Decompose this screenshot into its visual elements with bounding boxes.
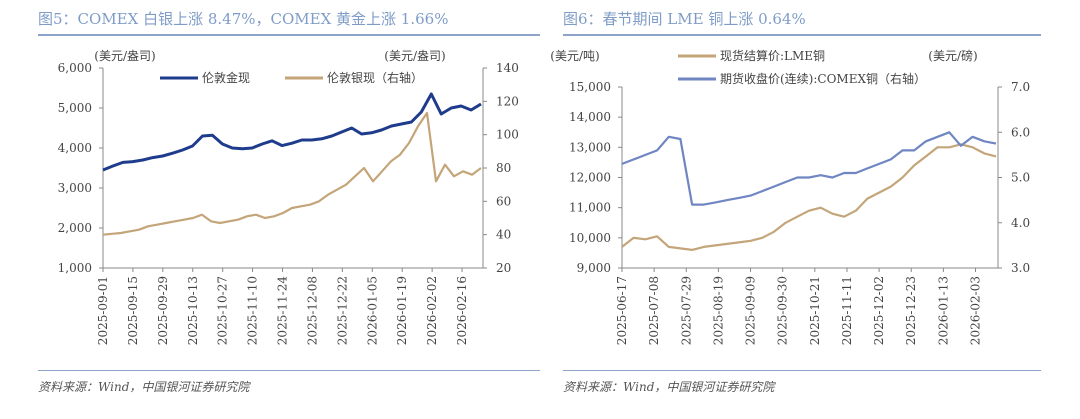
- chart1-xtick-label: 2026-01-05: [365, 276, 379, 345]
- chart2-xtick-label: 2025-07-08: [647, 276, 661, 345]
- chart2-ytick-label: 11,000: [569, 201, 611, 215]
- chart2-xtick-label: 2025-10-21: [808, 276, 822, 345]
- chart1-series-0-line: [102, 92, 482, 172]
- chart1-ytick-label: 5,000: [58, 101, 92, 115]
- chart2-y2tick-label: 7.0: [1011, 80, 1030, 94]
- chart1-xtick-label: 2025-11-24: [276, 276, 290, 346]
- chart2-xtick-label: 2025-11-11: [840, 276, 854, 345]
- chart1-left-unit: (美元/盎司): [94, 49, 155, 63]
- chart1-title-rule: [38, 34, 540, 36]
- chart1-xtick-label: 2026-02-16: [455, 276, 469, 345]
- chart2-xtick-label: 2025-12-23: [904, 276, 918, 345]
- chart1-ytick-label: 6,000: [58, 61, 92, 75]
- chart2-xtick-label: 2025-06-17: [615, 276, 629, 345]
- chart2-title: 图6：春节期间 LME 铜上涨 0.64%: [563, 10, 806, 28]
- chart1-title: 图5：COMEX 白银上涨 8.47%，COMEX 黄金上涨 1.66%: [38, 10, 449, 28]
- footer-rule: [563, 370, 1041, 371]
- chart2-y2tick-label: 6.0: [1011, 125, 1030, 139]
- chart2-xtick-label: 2025-08-19: [711, 276, 725, 345]
- chart2-ytick-label: 15,000: [569, 80, 611, 94]
- chart2-legend-label: 期货收盘价(连续):COMEX铜（右轴）: [720, 71, 926, 86]
- chart1-xtick-label: 2025-12-22: [335, 276, 349, 345]
- chart1-xtick-label: 2025-12-08: [305, 276, 319, 345]
- chart2-series-1-line: [621, 131, 997, 206]
- chart2-y2tick-label: 5.0: [1011, 171, 1030, 185]
- chart1-xtick-label: 2025-09-15: [126, 276, 140, 345]
- chart1-ytick-label: 1,000: [58, 261, 92, 275]
- chart1-y2tick-label: 40: [496, 228, 511, 242]
- chart2-xtick-label: 2025-09-30: [776, 276, 790, 345]
- chart1-y2tick-label: 80: [496, 161, 511, 175]
- chart1-xtick-label: 2025-11-10: [246, 276, 260, 345]
- chart2-ytick-label: 12,000: [569, 171, 611, 185]
- chart1-legend-label: 伦敦银现（右轴）: [327, 70, 423, 85]
- chart2-ytick-label: 13,000: [569, 140, 611, 154]
- chart2-ytick-label: 9,000: [577, 261, 611, 275]
- chart2-xtick-label: 2026-02-03: [969, 276, 983, 345]
- chart1-ytick-label: 2,000: [58, 221, 92, 235]
- chart2-ytick-label: 14,000: [569, 110, 611, 124]
- chart1-xtick-label: 2026-02-02: [425, 276, 439, 345]
- chart2-xtick-label: 2025-07-29: [679, 276, 693, 345]
- chart2-y2tick-label: 3.0: [1011, 261, 1030, 275]
- chart2-xtick-label: 2025-12-02: [872, 276, 886, 345]
- chart2-right-unit: (美元/磅): [928, 48, 977, 63]
- chart1-xtick-label: 2026-01-19: [395, 276, 409, 345]
- chart2-ytick-label: 10,000: [569, 231, 611, 245]
- chart1-ytick-label: 3,000: [58, 181, 92, 195]
- chart2-y2tick-label: 4.0: [1011, 216, 1030, 230]
- footer-rule: [38, 370, 540, 371]
- chart1-xtick-label: 2025-09-29: [156, 276, 170, 345]
- chart2-xtick-label: 2026-01-13: [936, 276, 950, 345]
- chart1-source: 资料来源：Wind，中国银河证券研究院: [38, 380, 250, 394]
- chart1-xtick-label: 2025-10-27: [216, 276, 230, 345]
- chart1-right-unit: (美元/盎司): [384, 49, 445, 63]
- chart1-ytick-label: 4,000: [58, 141, 92, 155]
- chart1-y2tick-label: 120: [496, 94, 519, 108]
- chart2-series-0-line: [621, 143, 997, 251]
- chart2-xtick-label: 2025-09-09: [744, 276, 758, 345]
- chart1-series-1-line: [102, 111, 482, 236]
- chart1-legend-label: 伦敦金现: [202, 70, 250, 85]
- chart1-y2tick-label: 20: [496, 261, 511, 275]
- chart1-y2tick-label: 60: [496, 194, 511, 208]
- chart1-y2tick-label: 140: [496, 61, 519, 75]
- chart2-left-unit: (美元/吨): [550, 49, 599, 63]
- chart1-xtick-label: 2025-10-13: [186, 276, 200, 345]
- chart2-title-rule: [563, 34, 1041, 36]
- chart2-source: 资料来源：Wind，中国银河证券研究院: [563, 380, 775, 394]
- chart1-xtick-label: 2025-09-01: [96, 276, 110, 345]
- chart2-legend-label: 现货结算价:LME铜: [720, 48, 825, 63]
- chart1-y2tick-label: 100: [496, 128, 519, 142]
